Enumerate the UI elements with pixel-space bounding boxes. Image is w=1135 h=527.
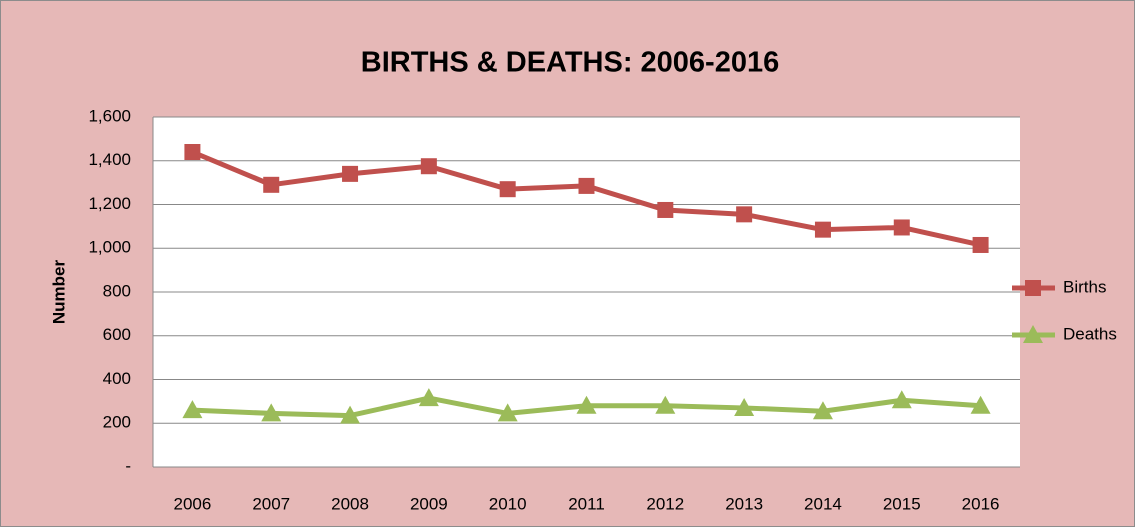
x-tick-label: 2007 <box>252 494 290 513</box>
marker <box>340 405 361 424</box>
marker <box>812 401 833 420</box>
y-tick-label: 400 <box>103 369 131 388</box>
marker <box>263 176 280 193</box>
x-tick-label: 2009 <box>410 494 448 513</box>
x-tick-label: 2013 <box>725 494 763 513</box>
y-axis-label: Number <box>49 260 68 325</box>
y-tick-label: 1,200 <box>88 194 131 213</box>
marker <box>418 388 439 407</box>
legend-label: Births <box>1063 277 1106 296</box>
y-tick-label: 1,400 <box>88 150 131 169</box>
y-tick-label: 600 <box>103 325 131 344</box>
marker <box>970 395 991 414</box>
y-tick-label: - <box>125 456 131 475</box>
x-tick-label: 2010 <box>489 494 527 513</box>
marker <box>261 403 282 422</box>
y-tick-label: 1,600 <box>88 106 131 125</box>
marker <box>497 403 518 422</box>
marker <box>736 206 753 223</box>
marker <box>420 158 437 175</box>
legend-label: Deaths <box>1063 324 1117 343</box>
marker <box>342 165 359 182</box>
marker <box>184 144 201 160</box>
marker <box>578 177 595 194</box>
x-tick-label: 2011 <box>568 494 605 513</box>
x-tick-label: 2015 <box>883 494 921 513</box>
chart-title: BIRTHS & DEATHS: 2006-2016 <box>361 47 779 79</box>
marker <box>1023 325 1043 343</box>
marker <box>734 397 755 416</box>
marker <box>972 236 989 253</box>
x-tick-label: 2016 <box>962 494 1000 513</box>
x-tick-label: 2006 <box>173 494 211 513</box>
x-tick-label: 2012 <box>646 494 684 513</box>
marker <box>499 181 516 198</box>
marker <box>893 219 910 236</box>
marker <box>891 390 912 409</box>
y-tick-label: 800 <box>103 281 131 300</box>
x-tick-label: 2008 <box>331 494 369 513</box>
y-tick-label: 200 <box>103 413 131 432</box>
y-tick-label: 1,000 <box>88 238 131 257</box>
marker <box>655 395 676 414</box>
marker <box>814 221 831 238</box>
x-tick-label: 2014 <box>804 494 842 513</box>
marker <box>1025 280 1041 296</box>
marker <box>576 395 597 414</box>
marker <box>182 400 203 419</box>
marker <box>657 201 674 218</box>
